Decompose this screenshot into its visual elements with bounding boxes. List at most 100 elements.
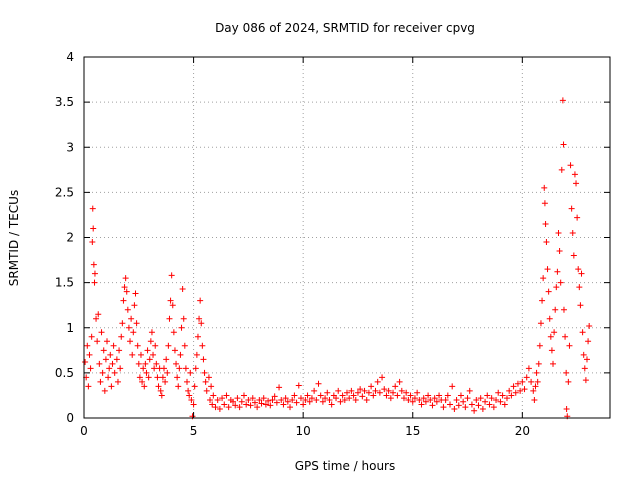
data-point — [152, 342, 159, 349]
data-point — [88, 333, 95, 340]
data-point — [191, 383, 198, 390]
data-point — [273, 399, 280, 406]
data-point — [545, 288, 552, 295]
y-tick-label: 0.5 — [55, 366, 74, 380]
data-point — [479, 405, 486, 412]
data-point — [232, 402, 239, 409]
data-point — [91, 279, 98, 286]
data-point — [370, 392, 377, 399]
data-point — [114, 378, 121, 385]
data-point — [89, 205, 96, 212]
data-point — [119, 320, 126, 327]
chart-title: Day 086 of 2024, SRMTID for receiver cpv… — [215, 21, 475, 35]
data-point — [552, 306, 559, 313]
data-point — [453, 396, 460, 403]
x-tick-label: 10 — [296, 424, 311, 438]
data-point — [143, 369, 150, 376]
data-point — [475, 402, 482, 409]
y-tick-label: 4 — [66, 50, 74, 64]
data-point — [447, 401, 454, 408]
data-point — [548, 347, 555, 354]
data-point — [262, 401, 269, 408]
data-point — [82, 359, 89, 366]
data-point — [339, 392, 346, 399]
data-point — [333, 395, 340, 402]
data-point — [346, 395, 353, 402]
data-point — [416, 396, 423, 403]
data-point — [499, 392, 506, 399]
data-point — [269, 396, 276, 403]
data-point — [551, 329, 558, 336]
data-point — [157, 387, 164, 394]
data-point — [175, 383, 182, 390]
data-point — [554, 268, 561, 275]
data-point — [202, 378, 209, 385]
data-point — [403, 389, 410, 396]
data-point — [565, 378, 572, 385]
data-point — [186, 392, 193, 399]
data-point — [302, 396, 309, 403]
data-point — [176, 365, 183, 372]
data-point — [192, 365, 199, 372]
y-axis-label: SRMTID / TECUs — [7, 190, 21, 286]
data-point — [145, 374, 152, 381]
data-point — [134, 342, 141, 349]
data-point — [350, 392, 357, 399]
data-point — [130, 329, 137, 336]
data-point — [462, 404, 469, 411]
data-point — [184, 378, 191, 385]
data-point — [493, 396, 500, 403]
data-point — [159, 374, 166, 381]
data-point — [420, 395, 427, 402]
data-point — [580, 351, 587, 358]
data-point — [99, 369, 106, 376]
data-point — [196, 315, 203, 322]
data-point — [155, 383, 162, 390]
data-point — [392, 383, 399, 390]
data-point — [199, 342, 206, 349]
data-point — [97, 378, 104, 385]
data-point — [129, 351, 136, 358]
data-point — [546, 315, 553, 322]
data-point — [125, 324, 132, 331]
data-point — [127, 338, 134, 345]
data-point — [457, 392, 464, 399]
data-point — [94, 338, 101, 345]
data-point — [383, 392, 390, 399]
data-point — [124, 306, 131, 313]
data-point — [187, 369, 194, 376]
data-point — [525, 365, 532, 372]
data-point — [265, 397, 272, 404]
data-point — [344, 389, 350, 396]
data-point — [540, 275, 547, 282]
data-point — [534, 378, 541, 385]
y-tick-label: 3 — [66, 140, 74, 154]
data-point — [514, 380, 521, 387]
data-point — [212, 404, 219, 411]
data-point — [559, 97, 566, 104]
data-point — [245, 396, 252, 403]
data-point — [84, 342, 91, 349]
data-point — [464, 395, 471, 402]
data-point — [468, 401, 475, 408]
data-point — [398, 387, 405, 394]
data-point — [260, 395, 267, 402]
data-point — [418, 401, 425, 408]
data-point — [376, 389, 383, 396]
data-point — [197, 297, 204, 304]
data-point — [519, 378, 526, 385]
data-point — [558, 166, 565, 173]
data-point — [566, 342, 573, 349]
data-point — [372, 387, 379, 394]
data-point — [541, 200, 548, 207]
data-point — [567, 162, 574, 169]
data-point — [117, 365, 124, 372]
data-point — [357, 386, 364, 393]
data-point — [254, 404, 261, 411]
data-point — [210, 392, 217, 399]
data-point — [306, 398, 313, 405]
data-point — [553, 284, 560, 291]
data-points — [82, 97, 593, 420]
data-point — [251, 399, 258, 406]
data-point — [240, 392, 247, 399]
